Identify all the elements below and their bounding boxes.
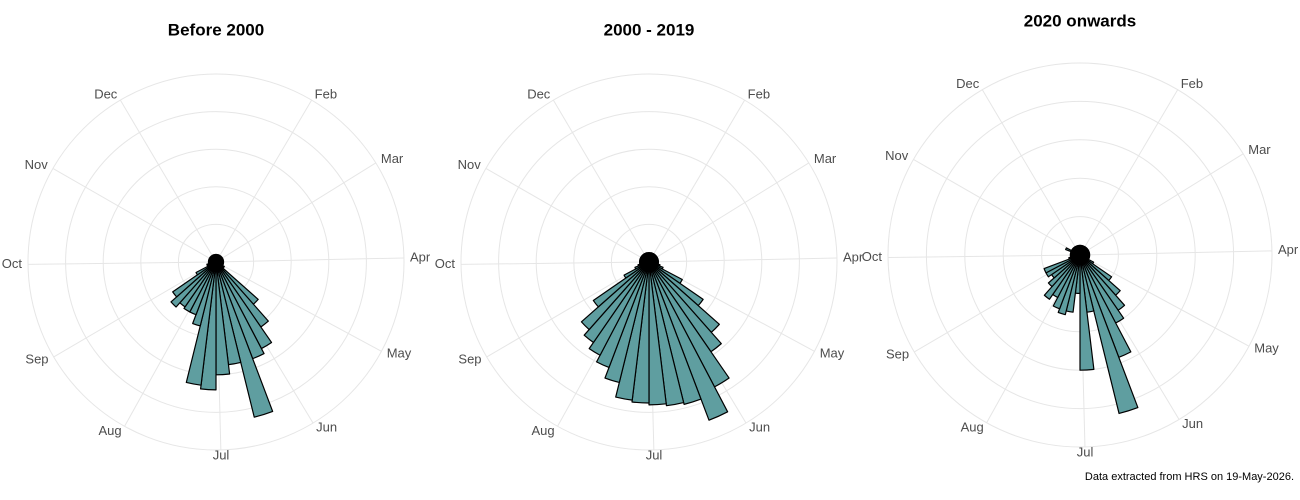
grid-spoke	[1079, 250, 1272, 256]
bar	[1043, 254, 1081, 274]
grid-spoke	[485, 168, 650, 263]
grid-spoke	[1079, 89, 1179, 256]
grid-spoke	[913, 159, 1081, 256]
bar	[648, 261, 729, 421]
grid-spoke	[52, 168, 217, 263]
grid-spoke	[648, 99, 746, 263]
bar	[588, 261, 650, 356]
grid-spoke	[461, 261, 650, 265]
x-tick-label: Jun	[316, 420, 337, 435]
x-tick-label: Jul	[646, 447, 663, 462]
x-tick-label: Oct	[435, 256, 456, 271]
x-tick-label: Dec	[94, 86, 118, 101]
x-tick-label: Apr	[410, 249, 431, 264]
bar	[215, 261, 274, 418]
x-tick-label: Nov	[885, 148, 909, 163]
x-tick-label: May	[387, 346, 412, 361]
x-tick-label: Feb	[748, 86, 770, 101]
bar	[1047, 254, 1081, 288]
grid-spoke	[28, 261, 217, 265]
bar	[648, 261, 667, 406]
caption: Data extracted from HRS on 19-May-2026.	[1085, 471, 1294, 483]
x-tick-label: Dec	[956, 76, 980, 91]
polar-chart: 2020 onwards Feb Mar Apr May Jun Jul Aug Sep Oct N…	[862, 11, 1299, 459]
bar	[583, 261, 650, 344]
grid-spoke	[215, 162, 377, 263]
x-tick-label: Jun	[1182, 416, 1203, 431]
x-tick-label: Aug	[532, 423, 555, 438]
x-tick-label: Mar	[381, 151, 404, 166]
grid-spoke	[486, 261, 650, 358]
bar	[1078, 244, 1081, 256]
bar	[648, 261, 702, 405]
x-tick-label: Apr	[1278, 242, 1299, 257]
bar	[592, 261, 650, 308]
bar	[580, 261, 650, 331]
grid-spoke	[119, 99, 217, 263]
bar	[214, 253, 217, 263]
bar	[648, 261, 685, 407]
x-tick-label: Oct	[862, 249, 883, 264]
x-tick-label: Apr	[843, 249, 864, 264]
bar	[647, 252, 650, 263]
grid-circle	[27, 73, 405, 451]
chart-title: 2020 onwards	[1024, 11, 1136, 30]
grid-spoke	[981, 89, 1081, 256]
grid-circle	[925, 100, 1235, 410]
x-tick-label: Mar	[814, 151, 837, 166]
grid-spoke	[648, 257, 837, 263]
grid-circle	[887, 62, 1273, 448]
x-tick-label: Jun	[749, 420, 770, 435]
x-tick-label: Sep	[25, 351, 48, 366]
grid-spoke	[53, 261, 217, 358]
grid-spoke	[648, 162, 810, 263]
grid-spoke	[215, 257, 404, 263]
x-tick-label: Feb	[315, 86, 337, 101]
bar	[595, 261, 650, 369]
x-tick-label: May	[820, 346, 845, 361]
bar	[172, 261, 217, 298]
bar	[1079, 254, 1095, 371]
x-tick-label: Mar	[1248, 142, 1271, 157]
grid-circle	[460, 73, 838, 451]
x-tick-label: Dec	[527, 86, 551, 101]
grid-circle	[65, 111, 367, 413]
grid-circle	[498, 111, 800, 413]
bar	[623, 261, 650, 279]
x-tick-label: Sep	[886, 346, 909, 361]
x-tick-label: Sep	[458, 351, 481, 366]
grid-spoke	[215, 261, 382, 352]
chart-title: Before 2000	[168, 20, 264, 39]
x-tick-label: Aug	[961, 419, 984, 434]
polar-chart: 2000 - 2019 Feb Mar Apr May Jun Jul Aug Sep Oct No…	[435, 20, 864, 462]
x-tick-label: Feb	[1181, 76, 1203, 91]
bar	[170, 261, 217, 308]
x-tick-label: May	[1254, 340, 1279, 355]
x-tick-label: Jul	[213, 447, 230, 462]
grid-spoke	[888, 254, 1081, 258]
bar	[1043, 254, 1081, 300]
x-tick-label: Nov	[458, 157, 482, 172]
chart-title: 2000 - 2019	[604, 20, 695, 39]
x-tick-label: Aug	[99, 423, 122, 438]
grid-spoke	[215, 99, 313, 263]
grid-spoke	[1079, 153, 1244, 256]
bar	[1079, 254, 1139, 415]
x-tick-label: Jul	[1077, 444, 1094, 459]
x-tick-label: Nov	[25, 157, 49, 172]
polar-chart: Before 2000 Feb Mar Apr May Jun Jul Aug Sep Oct No…	[2, 20, 431, 462]
grid-spoke	[1079, 254, 1250, 347]
grid-spoke	[552, 99, 650, 263]
x-tick-label: Oct	[2, 256, 23, 271]
